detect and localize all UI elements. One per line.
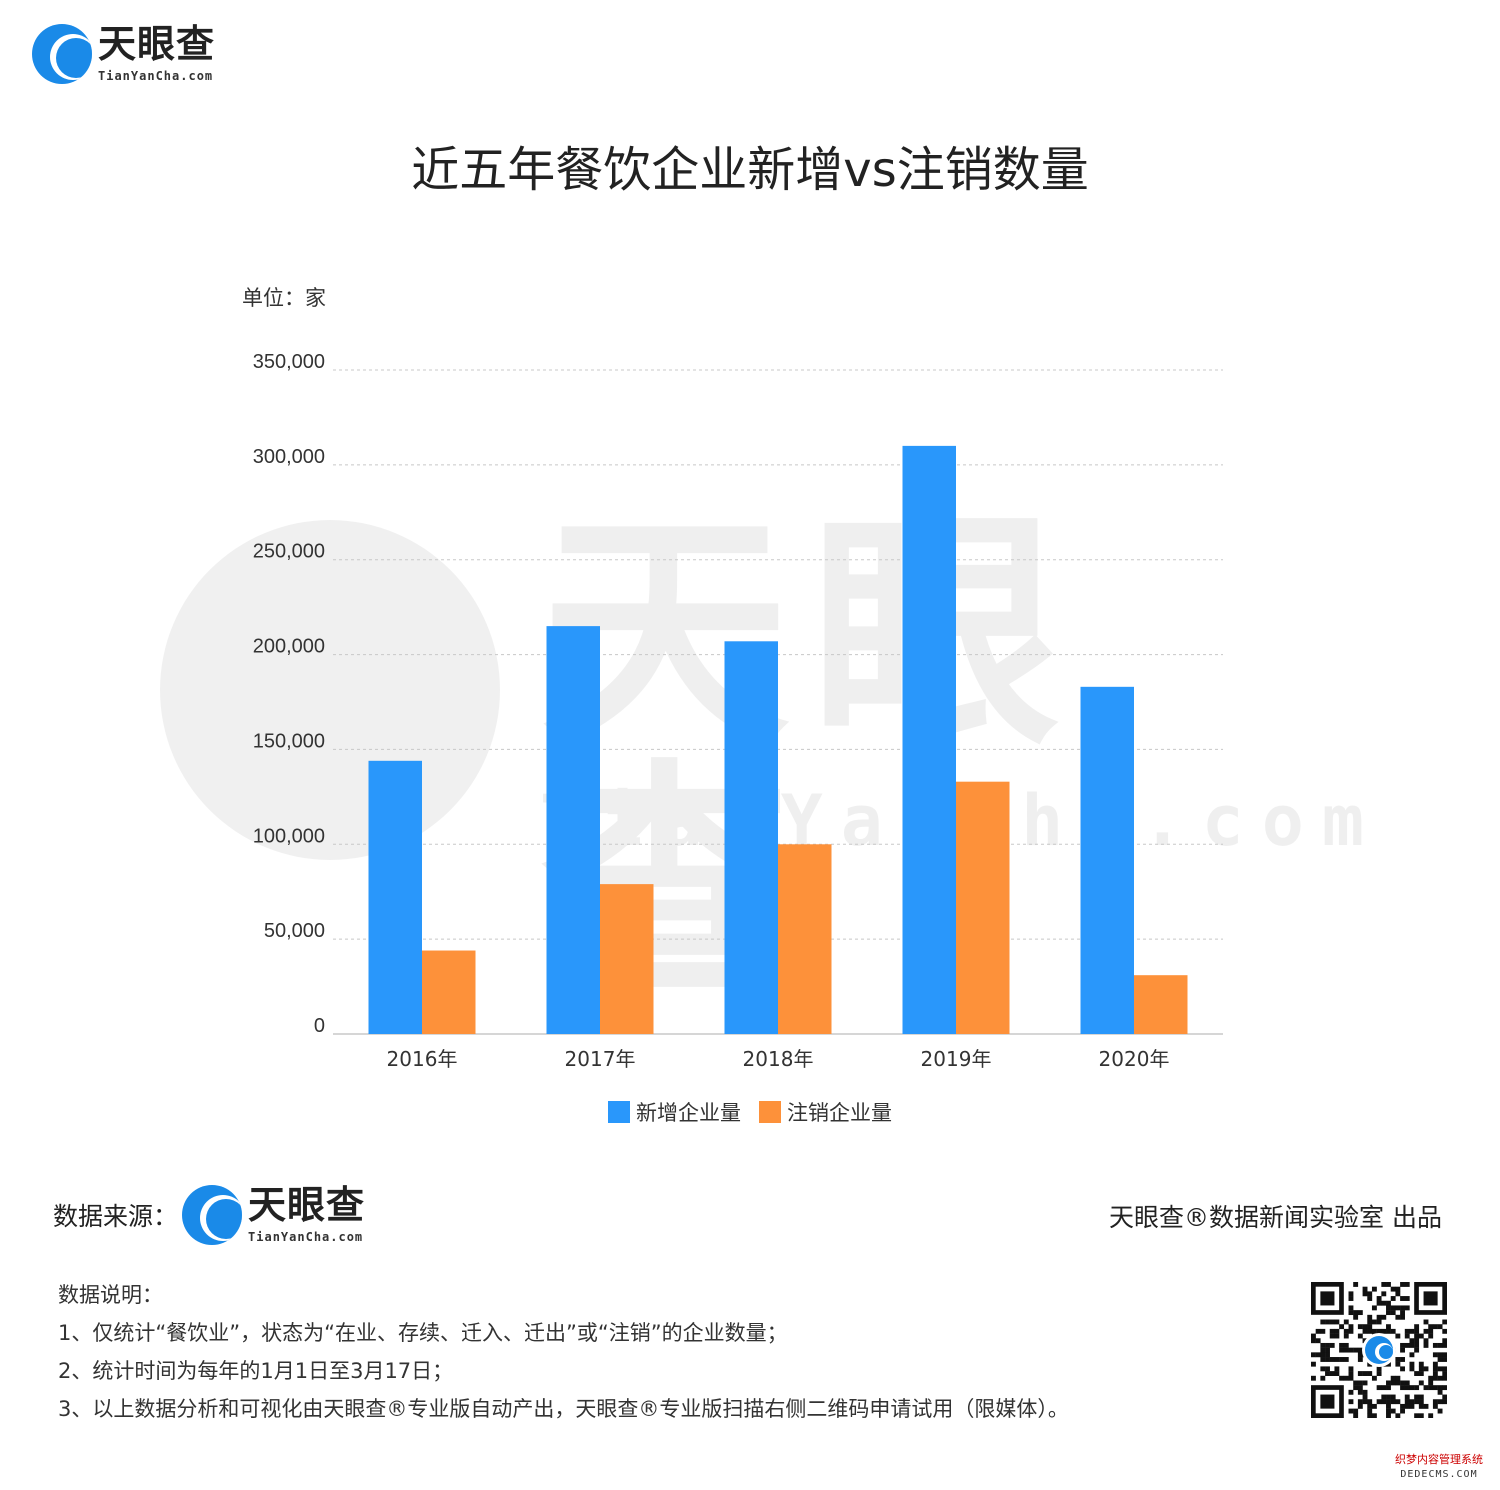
legend-swatch-new (608, 1101, 630, 1123)
y-axis-ticks: 0 50,000 100,000 150,000 200,000 250,000 300,0… (253, 351, 325, 1037)
bar-new-4 (1080, 686, 1134, 1034)
notes-heading: 数据说明： (58, 1283, 163, 1307)
cms-watermark-line1: 织梦内容管理系统 (1395, 1453, 1483, 1466)
y-tick-label: 250,000 (253, 541, 325, 563)
bar-cancel-1 (600, 884, 654, 1034)
y-tick-label: 150,000 (253, 730, 325, 752)
bar-cancel-4 (1134, 975, 1188, 1034)
x-tick-label: 2020年 (1099, 1047, 1170, 1071)
legend-label-cancel: 注销企业量 (787, 1101, 892, 1125)
y-tick-label: 0 (314, 1015, 325, 1037)
chart-title: 近五年餐饮企业新增vs注销数量 (411, 142, 1089, 198)
bars (368, 445, 1188, 1034)
y-tick-label: 50,000 (264, 920, 325, 942)
cms-watermark-line2: DEDECMS.COM (1400, 1469, 1478, 1480)
y-tick-label: 200,000 (253, 636, 325, 658)
publisher-credit: 天眼查®数据新闻实验室 出品 (1109, 1203, 1442, 1232)
y-tick-label: 300,000 (253, 446, 325, 468)
bar-cancel-2 (778, 844, 832, 1034)
x-tick-label: 2016年 (387, 1047, 458, 1071)
notes-item-1: 1、仅统计“餐饮业”，状态为“在业、存续、迁入、迁出”或“注销”的企业数量； (58, 1321, 788, 1345)
bar-cancel-3 (956, 781, 1010, 1034)
logo-domain-text: TianYanCha.com (98, 69, 214, 83)
source-logo-brand: 天眼查 (248, 1183, 366, 1227)
chart-legend: 新增企业量 注销企业量 (0, 1097, 1500, 1127)
source-logo: 天眼查 TianYanCha.com (182, 1185, 365, 1245)
watermark-logo-icon (160, 520, 500, 860)
source-logo-domain: TianYanCha.com (248, 1230, 364, 1244)
legend-label-new: 新增企业量 (636, 1101, 741, 1125)
notes-item-3: 3、以上数据分析和可视化由天眼查®专业版自动产出，天眼查®专业版扫描右侧二维码申… (58, 1397, 1069, 1421)
qr-code-icon (1311, 1282, 1447, 1418)
unit-label: 单位：家 (242, 286, 326, 310)
top-logo: 天眼查 TianYanCha.com (32, 24, 215, 84)
cms-watermark: 织梦内容管理系统 DEDECMS.COM (1385, 1452, 1493, 1482)
bar-chart: 0 50,000 100,000 150,000 200,000 250,000 300,0… (253, 351, 1223, 1071)
bar-cancel-0 (422, 950, 476, 1034)
data-notes: 数据说明： 1、仅统计“餐饮业”，状态为“在业、存续、迁入、迁出”或“注销”的企… (58, 1276, 1069, 1428)
y-tick-label: 350,000 (253, 351, 325, 373)
x-tick-label: 2018年 (743, 1047, 814, 1071)
source-label: 数据来源： (53, 1202, 179, 1231)
source-logo-icon (182, 1185, 243, 1245)
bar-new-3 (902, 445, 956, 1034)
notes-item-2: 2、统计时间为每年的1月1日至3月17日； (58, 1359, 454, 1383)
y-tick-label: 100,000 (253, 825, 325, 847)
x-axis-ticks: 2016年 2017年 2018年 2019年 2020年 (387, 1047, 1170, 1071)
bar-new-1 (546, 626, 600, 1034)
x-tick-label: 2017年 (565, 1047, 636, 1071)
tianyancha-logo-icon (32, 24, 92, 84)
x-tick-label: 2019年 (921, 1047, 992, 1071)
bar-new-2 (724, 641, 778, 1034)
data-source: 数据来源： 天眼查 TianYanCha.com (53, 1185, 365, 1245)
bar-new-0 (368, 760, 422, 1034)
logo-brand-text: 天眼查 (98, 22, 216, 66)
legend-item-cancel: 注销企业量 (759, 1097, 892, 1127)
legend-item-new: 新增企业量 (608, 1097, 741, 1127)
legend-swatch-cancel (759, 1101, 781, 1123)
